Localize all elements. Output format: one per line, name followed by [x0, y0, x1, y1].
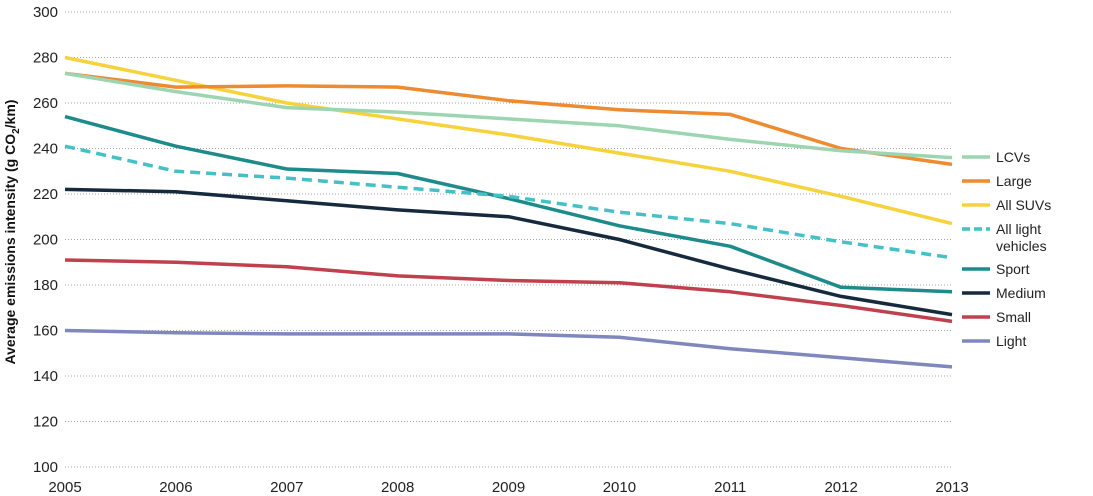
y-tick-labels: 100 120 140 160 180 200 220 240 260 280 300 [33, 4, 58, 476]
x-tick-labels: 2005 2006 2007 2008 2009 2010 2011 2012 2013 [48, 479, 968, 496]
legend-label-line: LCVs [996, 149, 1030, 165]
x-tick-label: 2009 [492, 479, 525, 496]
y-tick-label: 200 [33, 232, 58, 249]
x-tick-label: 2012 [824, 479, 857, 496]
legend-label: Medium [996, 285, 1046, 301]
series-line-sport [64, 114, 953, 294]
x-tick-label: 2005 [48, 479, 81, 496]
y-tick-label: 100 [33, 459, 58, 476]
y-axis-label: Average emissions intensity (g CO2/km) [2, 100, 22, 365]
y-tick-label: 240 [33, 141, 58, 158]
legend-label-line: All light [996, 221, 1041, 237]
x-tick-label: 2013 [935, 479, 968, 496]
legend-label-line: All SUVs [996, 197, 1051, 213]
legend-label-line: Light [996, 333, 1026, 349]
series-line-all-light-vehicles [64, 144, 953, 260]
x-tick-label: 2007 [270, 479, 303, 496]
series-line-small [64, 258, 953, 324]
y-tick-label: 120 [33, 414, 58, 431]
y-tick-label: 260 [33, 95, 58, 112]
legend-label: Large [996, 173, 1032, 189]
legend-label-line: Sport [996, 261, 1030, 277]
y-tick-label: 140 [33, 368, 58, 385]
legend-label-line: Small [996, 309, 1031, 325]
y-tick-label: 160 [33, 323, 58, 340]
x-tick-label: 2010 [603, 479, 636, 496]
legend-label-line: Medium [996, 285, 1046, 301]
y-tick-label: 300 [33, 4, 58, 21]
series-line-medium [64, 187, 953, 317]
legend-label: Light [996, 333, 1026, 349]
legend-label: All SUVs [996, 197, 1051, 213]
legend-label-line: vehicles [996, 238, 1047, 254]
legend-label-line: Large [996, 173, 1032, 189]
y-axis-label-subscript: 2 [11, 128, 22, 134]
y-tick-label: 280 [33, 50, 58, 67]
series-line-large [64, 71, 953, 167]
legend-label: All light vehicles [996, 221, 1047, 254]
y-tick-label: 180 [33, 277, 58, 294]
y-tick-label: 220 [33, 186, 58, 203]
legend-label: Small [996, 309, 1031, 325]
series-line-light [64, 328, 953, 369]
series-line-lcvs [64, 71, 953, 160]
x-tick-label: 2006 [159, 479, 192, 496]
legend-label: LCVs [996, 149, 1030, 165]
series-lines [64, 55, 953, 369]
x-tick-label: 2008 [381, 479, 414, 496]
x-tick-label: 2011 [714, 479, 746, 496]
y-axis-label-tail: /km) [2, 100, 18, 129]
legend-label: Sport [996, 261, 1030, 277]
legend: LCVs Large All SUVs All light vehicles Sport M… [962, 149, 1051, 349]
y-axis-label-main: Average emissions intensity (g CO [2, 134, 18, 365]
